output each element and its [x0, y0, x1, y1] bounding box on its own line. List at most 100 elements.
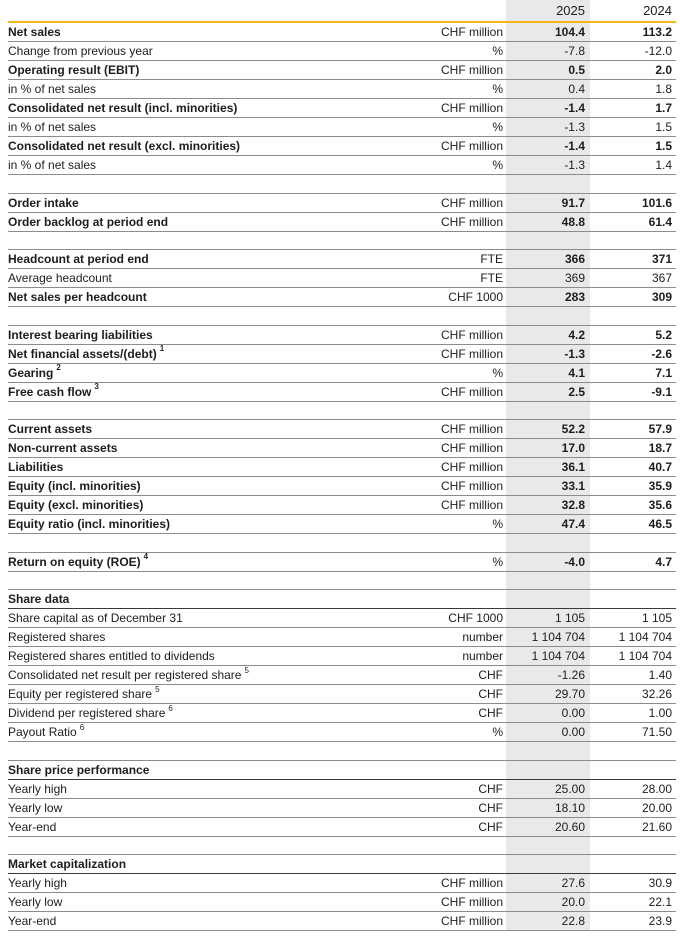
value-2024: -2.6	[651, 346, 672, 361]
value-2025	[506, 855, 590, 873]
row-label: Yearly high	[8, 876, 67, 890]
table-row: Yearly high CHF 25.00 28.00	[8, 779, 676, 799]
row-label: Order intake	[8, 195, 79, 210]
row-label: Headcount at period end	[8, 252, 149, 266]
value-2025: 1 104 704	[506, 647, 590, 665]
table-row: Gearing 2% 4.1 7.1	[8, 363, 676, 383]
value-2024: 32.26	[641, 687, 672, 701]
value-2024: -12.0	[644, 44, 672, 58]
value-2024: 21.60	[641, 819, 672, 834]
row-label: Net sales	[8, 25, 61, 39]
row-unit: CHF million	[440, 914, 503, 928]
value-2024: 1.5	[655, 120, 672, 134]
value-2024	[590, 837, 676, 855]
column-header-2024: 2024	[643, 3, 672, 18]
value-2025	[506, 231, 590, 249]
table-row: Non-current assets CHF million 17.0 18.7	[8, 439, 676, 458]
row-unit: %	[492, 120, 503, 134]
table-row: Dividend per registered share 6 CHF 0.00 1.0…	[8, 704, 676, 723]
value-2025: 366	[506, 250, 590, 268]
row-label: Share data	[8, 592, 70, 606]
table-body: Net sales CHF million 104.4 113.2 Change fro…	[8, 23, 676, 931]
table-row: Yearly low CHF 18.10 20.00	[8, 798, 676, 818]
value-2025	[506, 760, 590, 779]
row-label: in % of net sales	[8, 158, 97, 172]
row-label: in % of net sales	[8, 120, 97, 134]
value-2024: 61.4	[648, 214, 672, 229]
row-unit	[396, 837, 506, 855]
table-row: Yearly high CHF million 27.6 30.9	[8, 874, 676, 893]
row-unit: CHF 1000	[448, 290, 503, 304]
row-unit	[396, 402, 506, 420]
value-2025: 2.5	[506, 382, 590, 401]
row-unit: CHF million	[440, 441, 503, 455]
row-label: Share capital as of December 31	[8, 611, 183, 625]
value-2024: 71.50	[641, 725, 672, 739]
value-2024	[590, 572, 676, 590]
row-unit	[396, 175, 506, 193]
value-2025: 1 104 704	[506, 628, 590, 646]
row-label: Net sales per headcount	[8, 290, 147, 304]
row-unit: CHF million	[440, 139, 503, 153]
row-unit: %	[492, 44, 503, 58]
key-figures-table: 2025 2024 Net sales CHF million 104.4 113.2…	[8, 0, 676, 931]
value-2025: 25.00	[506, 779, 590, 798]
row-unit	[396, 855, 506, 873]
value-2025: 29.70	[506, 685, 590, 703]
value-2025: 27.6	[506, 874, 590, 892]
value-2024: 1 104 704	[618, 649, 672, 663]
row-label: Non-current assets	[8, 441, 118, 455]
value-2025: 0.5	[506, 61, 590, 79]
value-2025: 17.0	[506, 439, 590, 457]
table-row: Consolidated net result (excl. minoritie…	[8, 137, 676, 156]
row-unit: FTE	[480, 271, 503, 285]
row-unit	[396, 572, 506, 590]
value-2025	[506, 590, 590, 608]
row-unit: CHF million	[440, 876, 503, 890]
value-2025: 369	[506, 269, 590, 287]
value-2024	[590, 590, 676, 608]
row-label: Change from previous year	[8, 44, 153, 58]
table-row: Current assets CHF million 52.2 57.9	[8, 420, 676, 439]
row-unit: CHF million	[440, 384, 503, 399]
table-row: Payout Ratio 6% 0.00 71.50	[8, 723, 676, 742]
table-row: Equity ratio (incl. minorities)% 47.4 46.5	[8, 515, 676, 534]
table-row: Net financial assets/(debt) 1 CHF million -…	[8, 344, 676, 364]
value-2024: 101.6	[641, 195, 672, 210]
row-label: in % of net sales	[8, 82, 97, 96]
row-unit: number	[462, 630, 503, 644]
table-row: Registered shares entitled to dividends n…	[8, 647, 676, 666]
value-2024: 1.7	[655, 101, 672, 115]
row-label	[8, 307, 396, 325]
value-2024: 309	[651, 290, 672, 304]
value-2024: 1.5	[655, 139, 672, 153]
value-2025: 36.1	[506, 458, 590, 476]
row-unit: %	[492, 554, 503, 569]
value-2025: 104.4	[506, 23, 590, 41]
row-unit: CHF million	[440, 460, 503, 474]
value-2024: 28.00	[641, 781, 672, 796]
row-unit: CHF million	[440, 101, 503, 115]
row-unit: %	[492, 158, 503, 172]
row-label: Share price performance	[8, 762, 150, 777]
value-2025: 20.0	[506, 893, 590, 911]
row-unit: CHF 1000	[448, 611, 503, 625]
row-unit: CHF	[478, 781, 503, 796]
value-2024: 2.0	[655, 63, 672, 77]
row-unit: %	[492, 82, 503, 96]
value-2025	[506, 175, 590, 193]
table-row: Free cash flow 3 CHF million 2.5 -9.1	[8, 382, 676, 402]
value-2025: 32.8	[506, 496, 590, 514]
section-header-row: Share data	[8, 590, 676, 609]
value-2025	[506, 742, 590, 760]
value-2024: 5.2	[655, 327, 672, 342]
row-unit: CHF	[478, 668, 503, 682]
row-unit: CHF million	[440, 422, 503, 436]
row-label: Free cash flow 3	[8, 382, 99, 399]
row-unit: CHF	[478, 706, 503, 720]
row-label: Yearly high	[8, 781, 67, 796]
value-2025: 0.4	[506, 80, 590, 98]
value-2025: -1.3	[506, 156, 590, 174]
row-label: Order backlog at period end	[8, 214, 169, 229]
section-header-row: Share price performance	[8, 760, 676, 780]
